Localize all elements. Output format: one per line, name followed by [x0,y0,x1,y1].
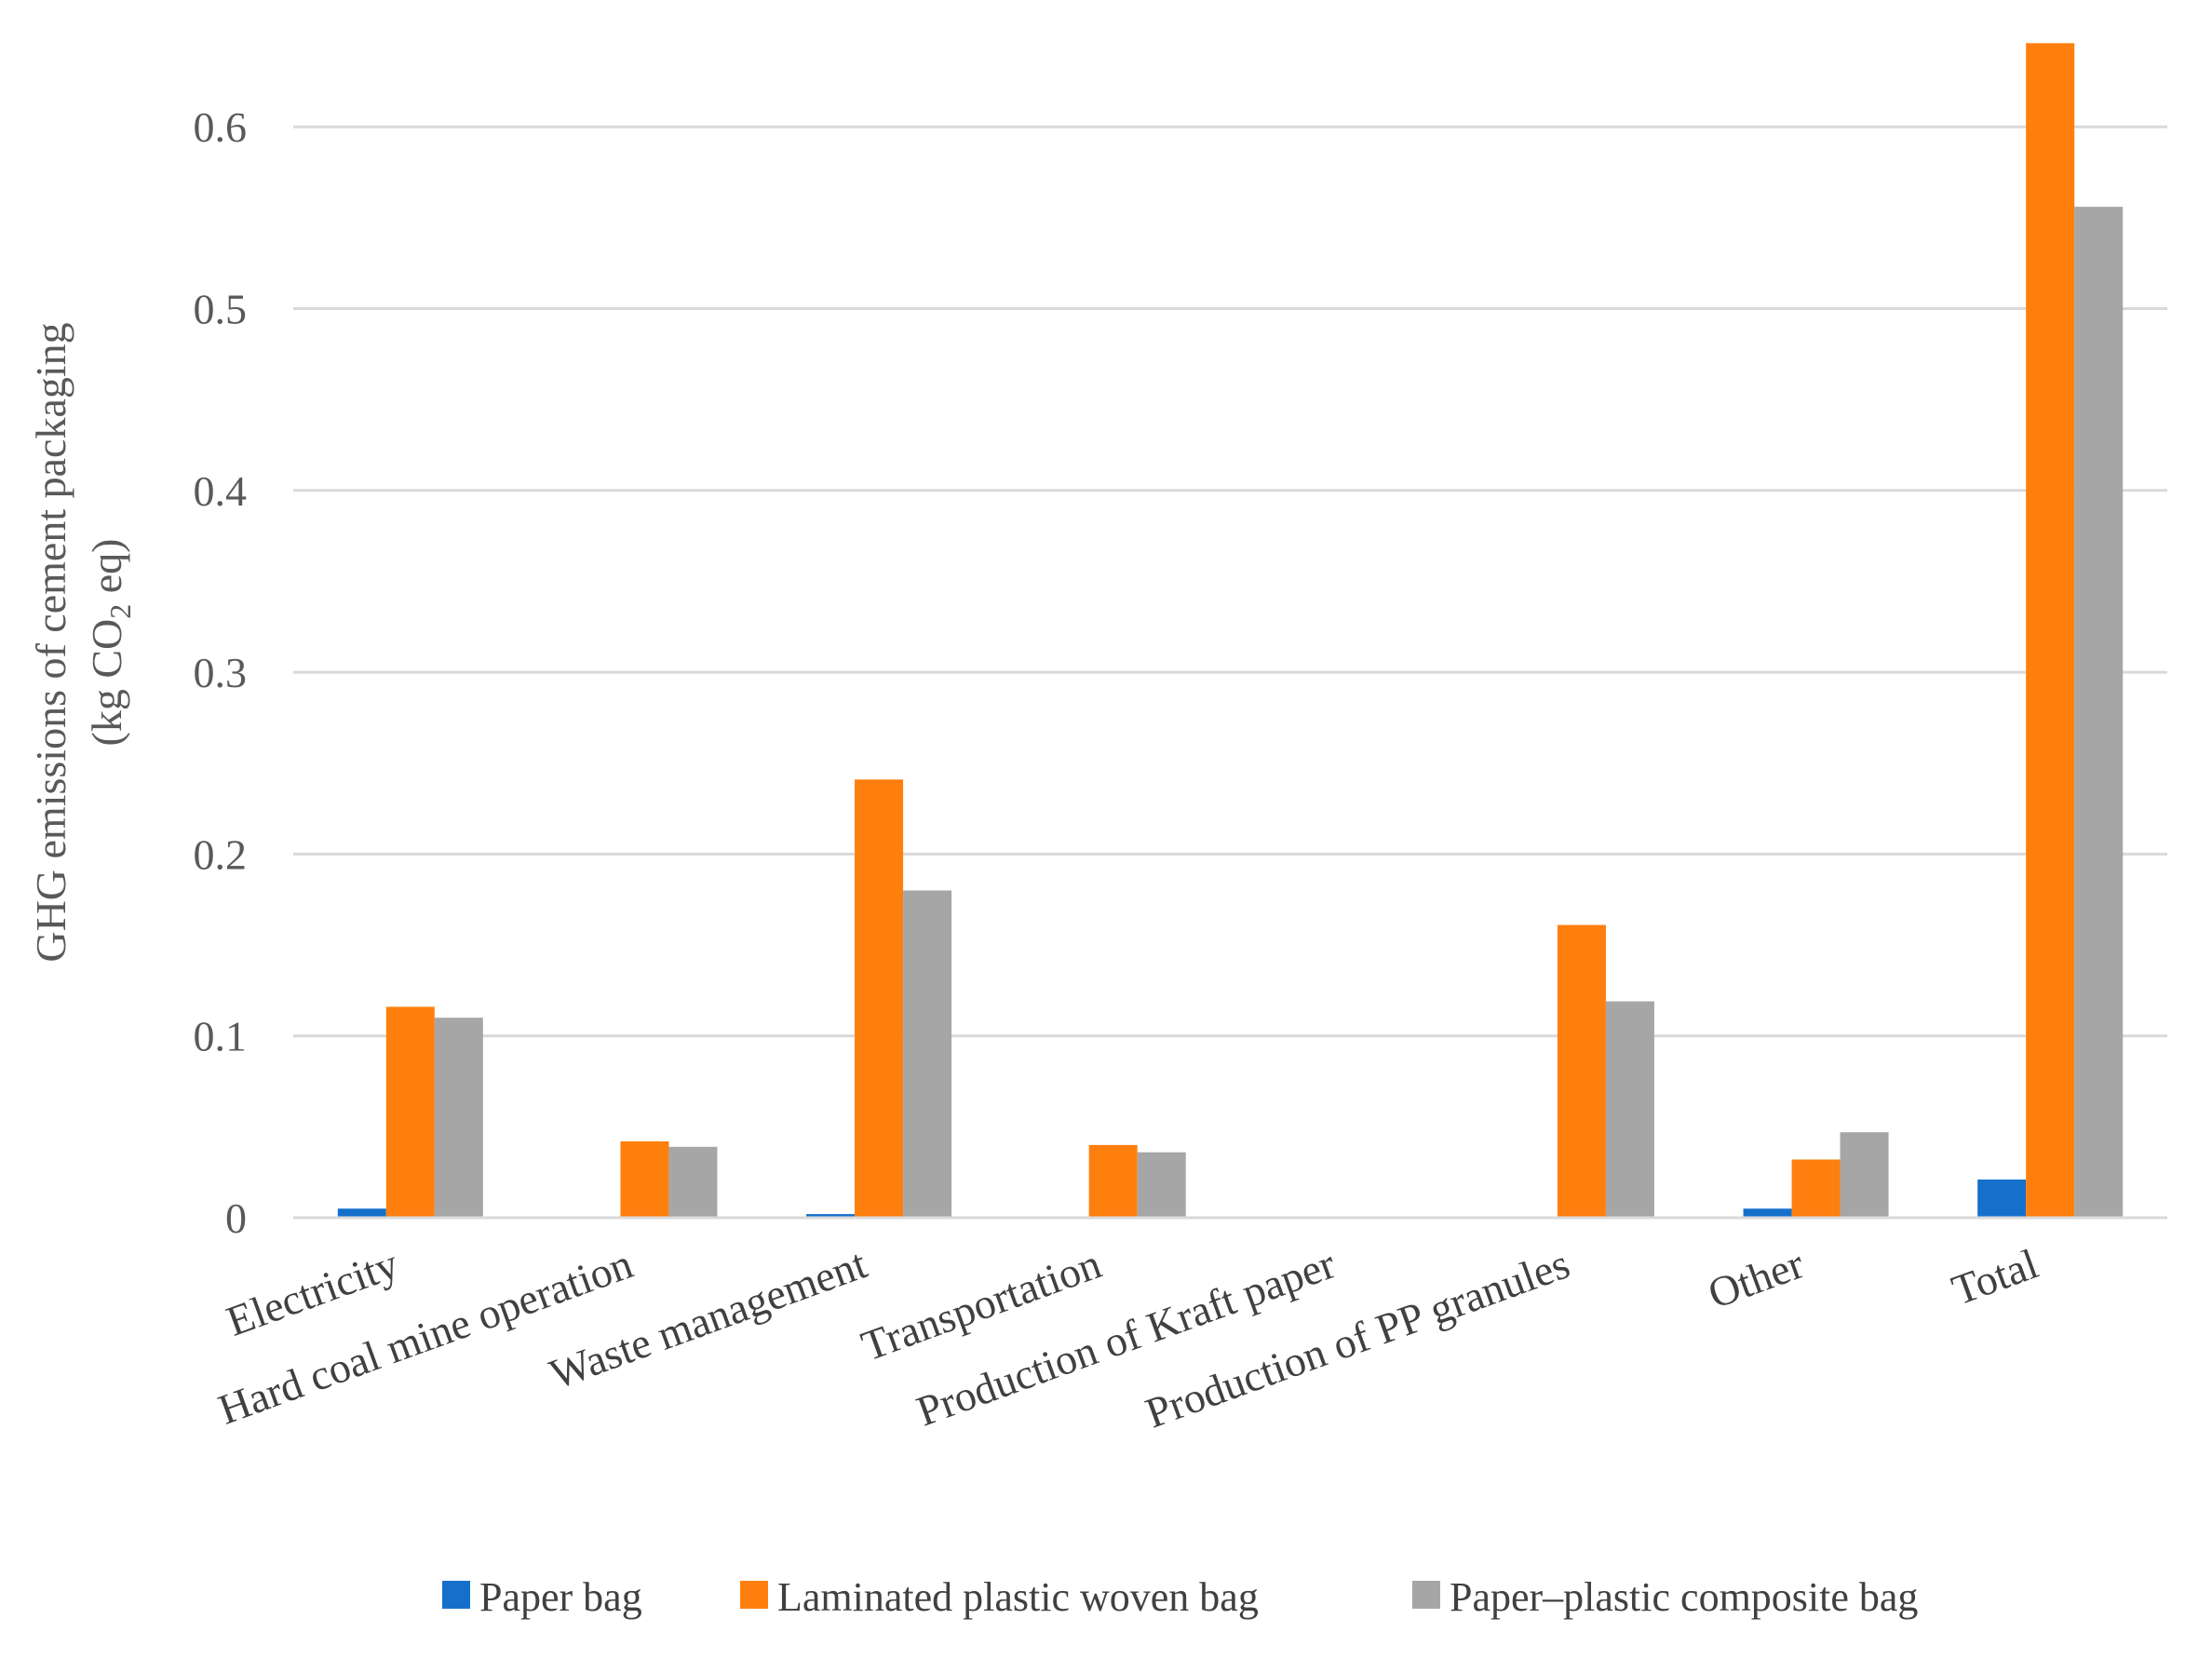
legend-label-laminated-plastic-woven-bag: Laminated plastic woven bag [777,1574,1259,1620]
y-axis-title-subscript: 2 [103,604,137,619]
y-axis-title-prefix: (kg CO [83,619,130,747]
category-label-production-of-kraft-paper: Production of Kraft paper [910,1239,1342,1435]
y-axis-title-line2: (kg CO2 eq) [83,539,137,747]
bar-transportation-paper-plastic-composite-bag [1137,1152,1186,1218]
category-label-production-of-pp-granules: Production of PP granules [1140,1239,1575,1436]
bar-total-laminated-plastic-woven-bag [2026,43,2075,1218]
bar-electricity-laminated-plastic-woven-bag [385,1006,435,1218]
bar-waste-management-paper-plastic-composite-bag [903,890,952,1218]
y-axis-title: GHG emissions of cement packaging (kg CO… [27,322,137,962]
bar-waste-management-laminated-plastic-woven-bag [855,779,904,1218]
y-tick-label: 0.3 [194,649,248,696]
bar-production-of-pp-granules-paper-plastic-composite-bag [1605,1001,1654,1218]
bar-total-paper-plastic-composite-bag [2074,207,2124,1219]
category-label-other: Other [1702,1239,1810,1317]
y-tick-label: 0.4 [194,467,248,515]
bar-other-laminated-plastic-woven-bag [1791,1159,1841,1218]
y-axis-title-suffix: eq) [83,539,130,604]
y-tick-label: 0.2 [194,830,248,878]
bar-hard-coal-mine-operation-paper-plastic-composite-bag [668,1146,718,1218]
bar-electricity-paper-bag [337,1208,386,1218]
bar-waste-management-paper-bag [806,1214,856,1218]
bar-other-paper-bag [1743,1208,1792,1218]
category-label-hard-coal-mine-operation: Hard coal mine operation [212,1239,639,1433]
legend-swatch-paper-plastic-composite-bag [1412,1581,1440,1609]
bar-hard-coal-mine-operation-laminated-plastic-woven-bag [620,1140,669,1218]
legend-swatch-laminated-plastic-woven-bag [740,1581,768,1609]
bar-transportation-laminated-plastic-woven-bag [1088,1144,1138,1218]
legend-label-paper-bag: Paper bag [479,1574,642,1620]
y-tick-label: 0.1 [194,1013,248,1060]
y-tick-label: 0.6 [194,103,248,151]
bar-electricity-paper-plastic-composite-bag [434,1018,483,1218]
legend-label-paper-plastic-composite-bag: Paper–plastic composite bag [1450,1574,1918,1620]
y-axis-title-line1: GHG emissions of cement packaging [27,322,74,962]
legend-swatch-paper-bag [442,1581,470,1609]
y-tick-label: 0.5 [194,286,248,333]
bar-total-paper-bag [1977,1179,2027,1218]
bar-other-paper-plastic-composite-bag [1840,1132,1889,1218]
bar-production-of-pp-granules-laminated-plastic-woven-bag [1557,924,1606,1218]
y-tick-labels: 0 0.1 0.2 0.3 0.4 0.5 0.6 [194,103,248,1242]
legend: Paper bag Laminated plastic woven bag Pape… [442,1574,1918,1620]
y-tick-label: 0 [225,1194,247,1242]
gridlines [293,125,2167,1038]
category-label-total: Total [1946,1239,2044,1314]
bars [337,43,2124,1219]
